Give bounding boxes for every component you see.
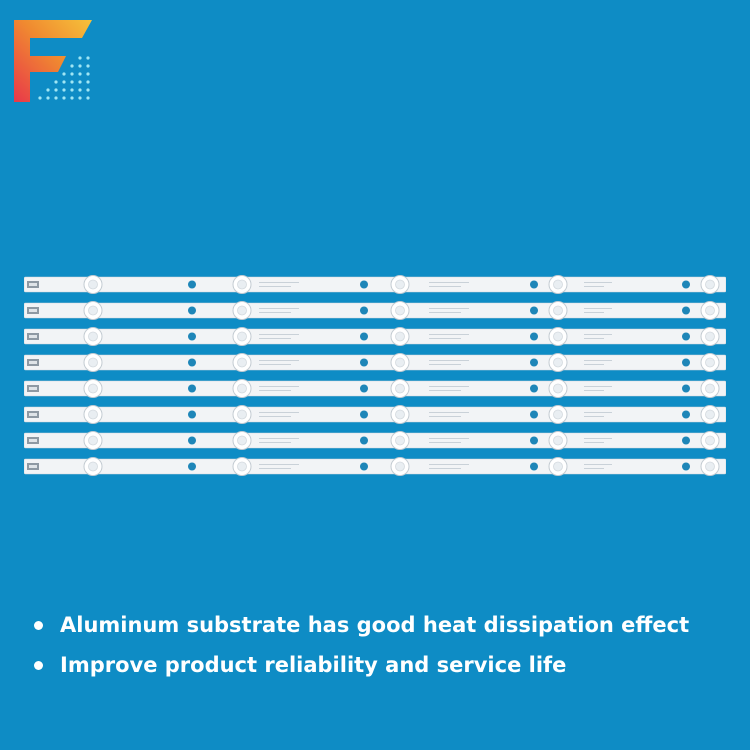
led-strip: [24, 457, 726, 476]
mounting-hole-icon: [360, 306, 368, 315]
mounting-hole-icon: [188, 410, 196, 419]
mounting-hole-icon: [360, 410, 368, 419]
mounting-hole-icon: [682, 410, 690, 419]
mounting-hole-icon: [530, 384, 538, 393]
mounting-hole-icon: [682, 332, 690, 341]
mounting-hole-icon: [530, 280, 538, 289]
mounting-hole-icon: [188, 332, 196, 341]
mounting-hole-icon: [682, 436, 690, 445]
mounting-hole-icon: [360, 384, 368, 393]
bullet-icon: [34, 621, 43, 630]
led-strip: [24, 353, 726, 372]
led-strip: [24, 405, 726, 424]
mounting-hole-icon: [530, 358, 538, 367]
mounting-hole-icon: [360, 332, 368, 341]
mounting-hole-icon: [360, 462, 368, 471]
mounting-hole-icon: [530, 306, 538, 315]
mounting-hole-icon: [188, 462, 196, 471]
mounting-hole-icon: [682, 306, 690, 315]
feature-item: Improve product reliability and service …: [34, 648, 689, 688]
led-strip: [24, 327, 726, 346]
led-strip: [24, 431, 726, 450]
brand-logo-icon: [14, 20, 92, 102]
mounting-hole-icon: [682, 462, 690, 471]
mounting-hole-icon: [188, 436, 196, 445]
bullet-icon: [34, 661, 43, 670]
mounting-hole-icon: [682, 358, 690, 367]
mounting-hole-icon: [530, 410, 538, 419]
mounting-hole-icon: [682, 280, 690, 289]
feature-text: Improve product reliability and service …: [60, 653, 567, 677]
mounting-hole-icon: [188, 280, 196, 289]
mounting-hole-icon: [188, 306, 196, 315]
led-strip-product-image: [24, 275, 726, 476]
feature-list: Aluminum substrate has good heat dissipa…: [34, 608, 689, 688]
led-strip: [24, 379, 726, 398]
mounting-hole-icon: [188, 384, 196, 393]
mounting-hole-icon: [360, 280, 368, 289]
mounting-hole-icon: [530, 462, 538, 471]
led-strip: [24, 275, 726, 294]
mounting-hole-icon: [360, 358, 368, 367]
mounting-hole-icon: [682, 384, 690, 393]
led-strip: [24, 301, 726, 320]
mounting-hole-icon: [530, 332, 538, 341]
feature-item: Aluminum substrate has good heat dissipa…: [34, 608, 689, 648]
feature-text: Aluminum substrate has good heat dissipa…: [60, 613, 690, 637]
mounting-hole-icon: [530, 436, 538, 445]
mounting-hole-icon: [188, 358, 196, 367]
mounting-hole-icon: [360, 436, 368, 445]
